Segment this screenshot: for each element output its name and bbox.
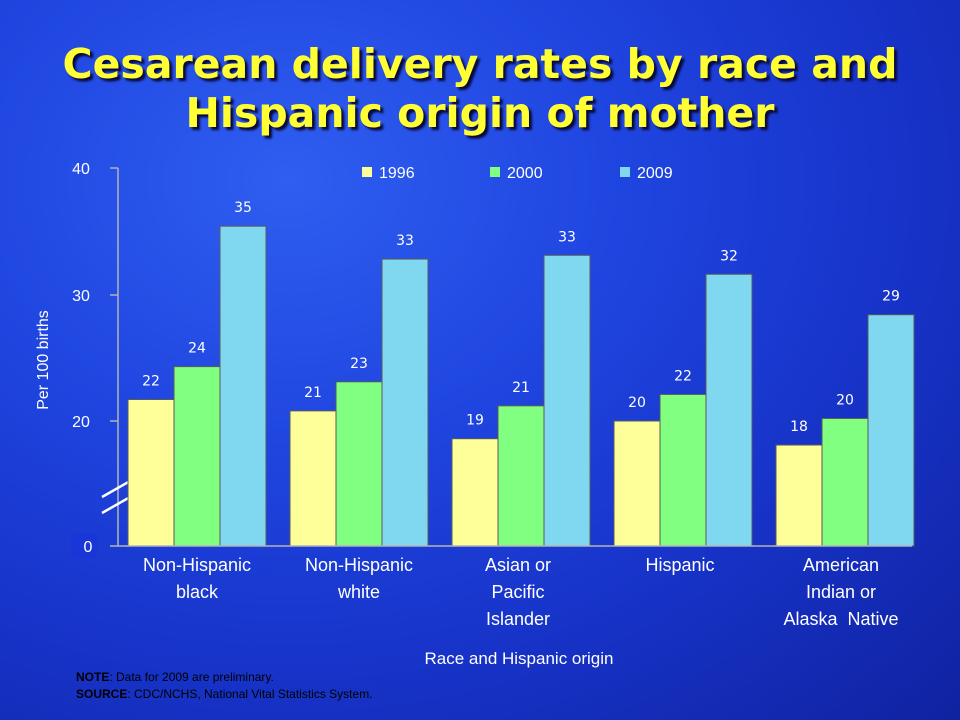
bar: [821, 417, 869, 547]
x-category-label: Islander: [486, 609, 550, 629]
x-category-label: Non-Hispanic: [143, 555, 251, 575]
y-tick-label: 20: [72, 414, 90, 431]
y-axis-title: Per 100 births: [35, 310, 52, 410]
bar-value-label: 33: [558, 229, 576, 245]
x-category-label: Alaska Native: [783, 609, 898, 629]
note-text: : Data for 2009 are preliminary.: [109, 670, 274, 684]
x-axis-title: Race and Hispanic origin: [425, 649, 614, 668]
slide-title: Cesarean delivery rates by race and Hisp…: [0, 40, 960, 138]
x-category-label: black: [176, 582, 219, 602]
bar-value-label: 20: [628, 395, 646, 411]
bar: [775, 444, 823, 547]
bar: [289, 410, 337, 547]
legend-swatch: [490, 167, 500, 177]
bar: [543, 254, 591, 547]
bar-value-label: 21: [304, 385, 322, 401]
bar: [335, 381, 383, 547]
x-category-label: Asian or: [485, 555, 551, 575]
bar: [451, 438, 499, 547]
axis-break-mark: [101, 479, 131, 499]
x-category-label: Hispanic: [645, 555, 714, 575]
footer-notes: NOTE: Data for 2009 are preliminary. SOU…: [76, 669, 373, 703]
bar-value-label: 21: [512, 380, 530, 396]
y-zero-highlight: [71, 533, 97, 558]
bar-value-label: 29: [882, 289, 900, 305]
legend-swatch: [620, 167, 630, 177]
note-line: NOTE: Data for 2009 are preliminary.: [76, 669, 373, 686]
bar: [613, 420, 661, 547]
title-line-1: Cesarean delivery rates by race and: [62, 40, 898, 88]
bar: [867, 314, 915, 547]
legend-label: 2009: [637, 165, 673, 182]
x-category-label: Indian or: [806, 582, 876, 602]
bar: [659, 393, 707, 547]
source-line: SOURCE: CDC/NCHS, National Vital Statist…: [76, 686, 373, 703]
bar-value-label: 18: [790, 419, 808, 435]
bar-value-label: 35: [234, 200, 252, 216]
bar-value-label: 33: [396, 233, 414, 249]
bar-value-label: 19: [466, 413, 484, 429]
legend-swatch: [362, 167, 372, 177]
bar: [173, 366, 221, 547]
legend-label: 1996: [379, 165, 415, 182]
x-category-label: American: [803, 555, 879, 575]
title-line-2: Hispanic origin of mother: [185, 89, 775, 137]
note-label: NOTE: [76, 670, 110, 684]
bar-value-label: 24: [188, 341, 206, 357]
x-category-label: Pacific: [491, 582, 544, 602]
y-tick-label: 0: [84, 539, 93, 556]
bar: [127, 398, 175, 547]
source-text: : CDC/NCHS, National Vital Statistics Sy…: [127, 687, 373, 701]
legend-label: 2000: [507, 165, 543, 182]
bar-value-label: 22: [142, 373, 160, 389]
bar-value-label: 32: [720, 248, 738, 264]
x-category-label: Non-Hispanic: [305, 555, 413, 575]
bar: [219, 225, 267, 547]
bar-value-label: 22: [674, 368, 692, 384]
axis-break-mark: [101, 495, 131, 515]
bar: [497, 405, 545, 547]
bar-value-label: 23: [350, 356, 368, 372]
bar: [705, 273, 753, 547]
y-tick-label: 40: [72, 161, 90, 178]
bar: [381, 258, 429, 547]
y-tick-label: 30: [72, 288, 90, 305]
x-category-label: white: [337, 582, 380, 602]
bar-value-label: 20: [836, 392, 854, 408]
source-label: SOURCE: [76, 687, 128, 701]
